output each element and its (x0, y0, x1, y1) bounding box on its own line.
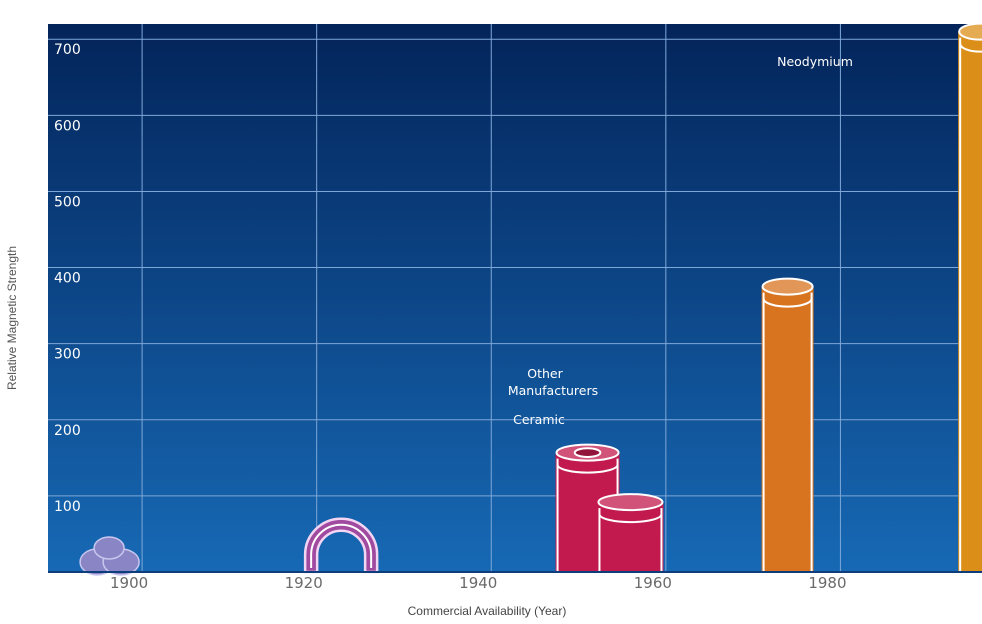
x-axis-label: Commercial Availability (Year) (407, 604, 567, 618)
y-axis-label: Relative Magnetic Strength (5, 245, 19, 391)
x-axis-label-wrap: Commercial Availability (Year) (0, 604, 982, 618)
horseshoe-body (303, 517, 379, 574)
cylinder-magnet-icon-band (959, 43, 982, 53)
ceramic-magnet-icon-band (598, 513, 663, 524)
x-tick-label: 1900 (110, 574, 148, 592)
ceramic-magnet-icon-band (556, 464, 619, 474)
y-ticks: 100 200 300 400 500 600 700 (54, 42, 81, 515)
x-tick-label: 1980 (808, 574, 846, 592)
marks (79, 22, 982, 576)
cylinder-magnet-icon-top (958, 22, 982, 41)
ceramic-magnet-icon-body (597, 502, 664, 572)
cylinder-magnet-icon-top (761, 277, 814, 296)
y-tick-label: 700 (54, 42, 81, 58)
ceramic-magnet-icon-hole (573, 447, 602, 459)
ceramic-magnet-icon-top (597, 493, 664, 512)
annotation-label: Neodymium (777, 54, 853, 69)
y-tick-label: 100 (54, 499, 81, 515)
lodestone-icon (79, 536, 140, 576)
x-ticks: 190019201940196019802000 (110, 574, 847, 592)
cylinder-magnet-icon-body (761, 286, 814, 572)
grid-lines (48, 24, 982, 572)
horseshoe-stripe (310, 523, 373, 568)
cylinder-magnet-icon (761, 277, 814, 572)
plot-background (48, 24, 982, 572)
x-tick-label: 1960 (634, 574, 672, 592)
x-tick-label: 1940 (459, 574, 497, 592)
y-tick-label: 200 (54, 423, 81, 439)
annotation-label: Ceramic (513, 412, 565, 427)
cylinder-magnet-icon-band (762, 298, 813, 308)
annotations: Neodymium Other Manufacturers Ceramic (508, 54, 853, 427)
lodestone-piece (93, 536, 125, 560)
y-tick-label: 300 (54, 347, 81, 363)
annotation-label: Other (527, 366, 563, 381)
y-tick-label: 600 (54, 118, 81, 134)
x-tick-label: 1920 (285, 574, 323, 592)
annotation-label: Manufacturers (508, 383, 598, 398)
ceramic-magnet-icon (597, 493, 664, 572)
cylinder-magnet-icon-body (958, 31, 982, 573)
y-tick-label: 500 (54, 194, 81, 210)
y-tick-label: 400 (54, 271, 81, 287)
cylinder-magnet-icon (958, 22, 982, 573)
horseshoe-magnet-icon (303, 517, 379, 574)
